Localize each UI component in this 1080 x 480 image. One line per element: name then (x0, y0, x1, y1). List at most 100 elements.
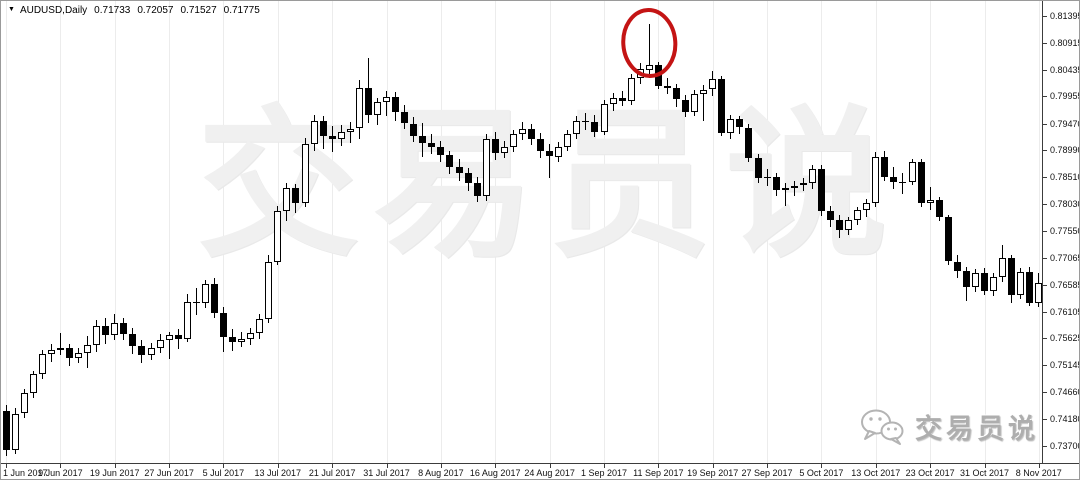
x-axis-tick (875, 464, 877, 468)
candle-body (20, 392, 28, 414)
x-axis-tick (549, 464, 551, 468)
candle-wick (349, 121, 351, 144)
candle-body (256, 318, 264, 333)
collapse-triangle-icon[interactable]: ▼ (8, 6, 15, 13)
x-axis-tick (658, 464, 660, 468)
candle-body (38, 353, 46, 375)
y-axis-tick (1043, 69, 1047, 71)
x-axis-label: 13 Jul 2017 (254, 468, 302, 478)
candle-body (174, 335, 182, 339)
gridline-vertical (386, 1, 388, 463)
candle-body (546, 150, 554, 157)
x-axis-tick (386, 464, 388, 468)
candle-body (890, 176, 898, 183)
candle-wick (549, 144, 551, 178)
x-axis-tick (1038, 464, 1040, 468)
candle-body (129, 334, 137, 347)
candle-body (845, 220, 853, 231)
candle-body (156, 339, 164, 349)
candle-body (165, 335, 173, 340)
candle-body (627, 78, 635, 101)
candle-body (392, 96, 400, 112)
candle-body (491, 138, 499, 153)
candle-body (210, 283, 218, 313)
candle-body (446, 155, 454, 167)
candle-body (292, 187, 300, 203)
candle-body (881, 156, 889, 177)
candle-body (1026, 271, 1034, 303)
candle-body (201, 283, 209, 304)
y-axis-tick (1043, 16, 1047, 17)
gridline-vertical (712, 1, 714, 463)
y-axis-label: 0.78030 (1050, 199, 1080, 209)
y-axis-tick (1043, 392, 1047, 394)
candle-body (817, 168, 825, 212)
candle-body (455, 166, 463, 174)
candle-wick (793, 181, 795, 196)
x-axis-label: 8 Nov 2017 (1015, 468, 1062, 478)
candle-body (192, 301, 200, 303)
candle-body (238, 338, 246, 342)
gridline-vertical (658, 1, 660, 463)
price-axis[interactable]: 0.81395 0.80915 0.80435 0.79955 0.79470 0.789… (1042, 1, 1080, 463)
candle-body (981, 272, 988, 291)
wechat-icon (861, 409, 904, 445)
candle-body (799, 183, 807, 186)
x-axis-tick (223, 464, 225, 468)
y-axis-label: 0.79955 (1050, 91, 1080, 102)
y-axis-tick (1043, 338, 1047, 340)
gridline-vertical (6, 1, 7, 463)
candle-body (528, 128, 535, 139)
x-axis-label: 21 Jul 2017 (308, 468, 356, 478)
candle-body (944, 216, 952, 262)
candle-wick (703, 85, 705, 121)
candle-body (645, 64, 653, 71)
candle-body (464, 173, 472, 184)
candle-body (926, 200, 934, 204)
candle-wick (386, 91, 387, 117)
candle-body (102, 325, 110, 336)
gridline-vertical (169, 1, 171, 463)
candle-body (509, 134, 517, 147)
x-axis-label: 16 Aug 2017 (469, 468, 521, 478)
y-axis-label: 0.80915 (1050, 37, 1080, 48)
price-chart[interactable]: 交易员说 ▼ AUDUSD,Daily 0.71733 0.72057 0.71527 0… (1, 1, 1042, 463)
y-axis-label: 0.80435 (1050, 64, 1080, 75)
candle-body (582, 120, 590, 122)
gridline-vertical (604, 1, 605, 463)
y-axis-label: 0.74660 (1050, 387, 1080, 398)
gridline-vertical (223, 1, 225, 463)
candle-body (11, 413, 19, 451)
candle-body (319, 120, 327, 136)
y-axis-tick (1043, 177, 1047, 179)
candle-body (999, 257, 1007, 277)
candle-body (591, 121, 599, 132)
candle-body (410, 123, 418, 136)
y-axis-tick (1043, 204, 1047, 205)
candle-body (283, 187, 291, 212)
candle-body (383, 96, 390, 103)
candle-body (962, 271, 970, 287)
y-axis-tick (1043, 257, 1047, 259)
gridline-vertical (767, 1, 768, 463)
candle-wick (929, 186, 931, 211)
candle-body (863, 202, 871, 211)
x-axis-label: 24 Aug 2017 (524, 468, 575, 478)
x-axis-label: 27 Sep 2017 (741, 468, 793, 478)
y-axis-label: 0.74180 (1050, 414, 1080, 425)
candle-body (500, 147, 508, 153)
candle-body (808, 168, 816, 184)
y-axis-tick (1043, 311, 1047, 313)
y-axis-label: 0.78990 (1050, 145, 1080, 156)
x-axis-tick (60, 464, 62, 468)
x-axis-label: 9 Jun 2017 (38, 468, 83, 478)
y-axis-tick (1043, 284, 1047, 286)
x-axis-label: 23 Oct 2017 (905, 468, 955, 478)
candle-body (600, 104, 608, 132)
gridline-vertical (332, 1, 334, 463)
time-axis[interactable]: 1 Jun 2017 9 Jun 2017 19 Jun 2017 27 Jun 20… (1, 463, 1079, 479)
candle-body (2, 410, 10, 451)
candle-body (854, 210, 862, 221)
candle-body (682, 99, 689, 112)
y-axis-label: 0.78510 (1050, 172, 1080, 183)
